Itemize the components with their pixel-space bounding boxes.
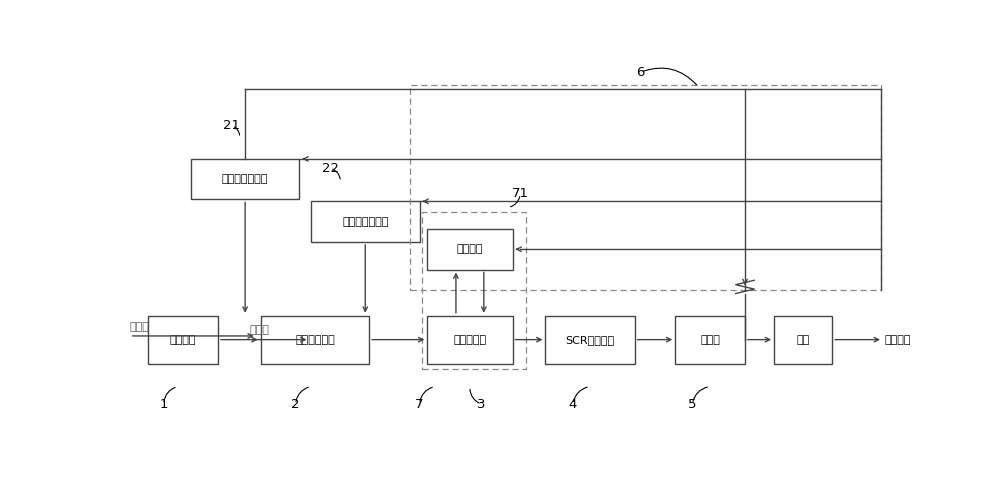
Text: 脱酸脱毒单元: 脱酸脱毒单元 [295, 335, 335, 344]
FancyBboxPatch shape [427, 316, 512, 364]
Text: 脱毒剂: 脱毒剂 [249, 325, 269, 335]
Text: 脱硫剂: 脱硫剂 [130, 322, 150, 332]
Text: 净化烟气: 净化烟气 [885, 335, 911, 344]
Text: 脱硫剂输送风机: 脱硫剂输送风机 [222, 174, 268, 184]
Text: 1: 1 [160, 398, 168, 411]
Text: 6: 6 [636, 66, 645, 79]
FancyBboxPatch shape [261, 316, 369, 364]
Text: 流化风机: 流化风机 [457, 244, 483, 254]
Text: 脱毒剂输送风机: 脱毒剂输送风机 [342, 217, 388, 227]
Text: 布袋除尘器: 布袋除尘器 [453, 335, 486, 344]
FancyBboxPatch shape [191, 159, 299, 199]
FancyBboxPatch shape [675, 316, 745, 364]
FancyBboxPatch shape [311, 201, 420, 242]
Text: 烟囱: 烟囱 [796, 335, 810, 344]
Text: 22: 22 [322, 161, 339, 175]
FancyBboxPatch shape [148, 316, 218, 364]
FancyBboxPatch shape [545, 316, 635, 364]
Text: 2: 2 [291, 398, 300, 411]
Text: 7: 7 [415, 398, 424, 411]
Text: SCR脱硝单元: SCR脱硝单元 [565, 335, 615, 344]
Text: 引风机: 引风机 [700, 335, 720, 344]
FancyBboxPatch shape [774, 316, 832, 364]
Text: 原烟装置: 原烟装置 [170, 335, 196, 344]
Text: 5: 5 [688, 398, 697, 411]
Text: 3: 3 [477, 398, 486, 411]
Text: 71: 71 [512, 187, 529, 200]
Text: 4: 4 [569, 398, 577, 411]
FancyBboxPatch shape [427, 229, 512, 270]
Text: 21: 21 [223, 119, 240, 132]
